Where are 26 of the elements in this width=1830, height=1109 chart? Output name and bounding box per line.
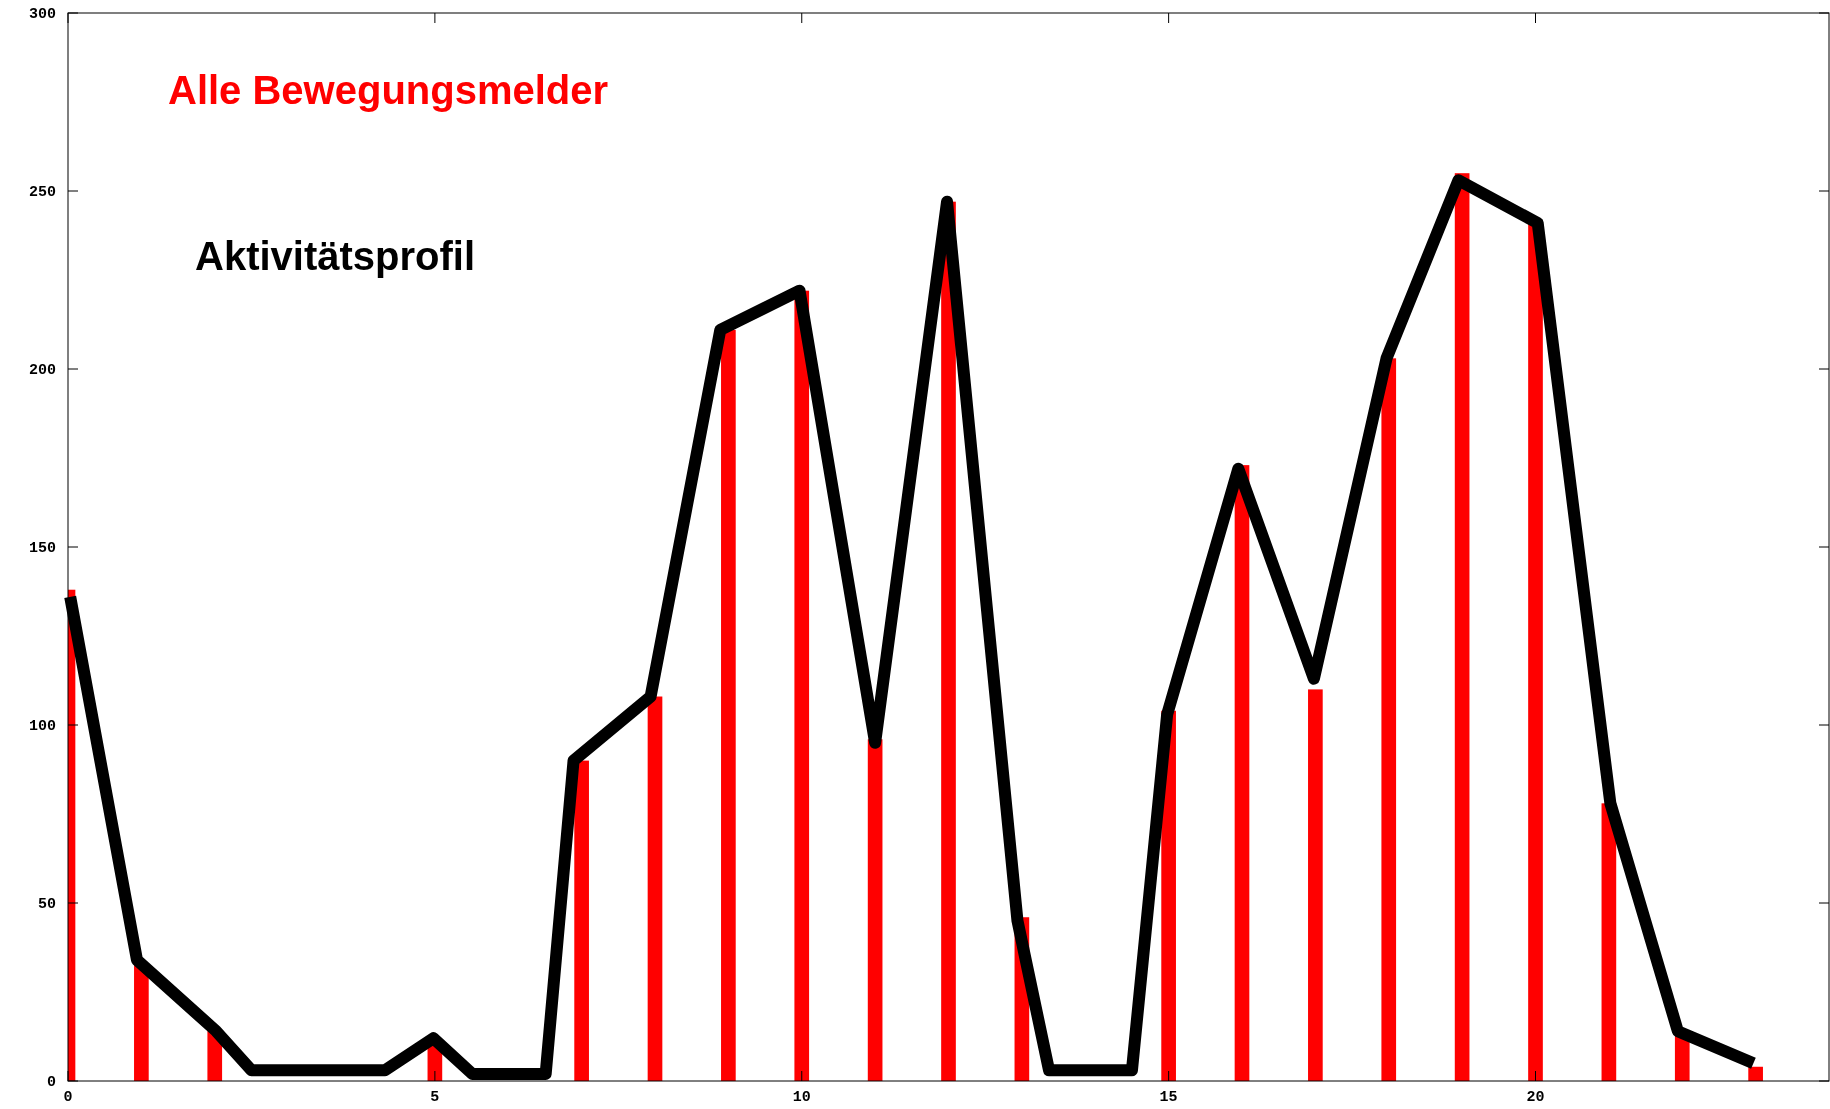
bar (867, 739, 883, 1081)
bar (1381, 358, 1397, 1081)
x-tick-label: 0 (63, 1089, 73, 1106)
y-tick-label: 150 (28, 540, 56, 558)
x-tick-label: 15 (1159, 1089, 1178, 1106)
text: Aktivitätsprofil (195, 234, 476, 278)
bar (574, 760, 589, 1081)
x-tick-label: 20 (1526, 1089, 1545, 1106)
bar (134, 963, 149, 1081)
y-tick-label: 50 (37, 896, 56, 914)
y-tick-label: 100 (28, 718, 56, 736)
bar (647, 696, 663, 1081)
bar (721, 329, 736, 1081)
bar (1528, 223, 1543, 1081)
x-tick-label: 5 (430, 1089, 440, 1106)
text: Alle Bewegungsmelder (168, 68, 609, 112)
y-tick-label: 250 (28, 184, 56, 202)
bar (794, 290, 810, 1081)
y-tick-label: 0 (46, 1074, 56, 1092)
bar (1308, 689, 1323, 1081)
x-tick-label: 10 (792, 1089, 811, 1106)
y-tick-label: 200 (28, 362, 56, 380)
bar (1748, 1066, 1763, 1081)
bar (1234, 465, 1250, 1081)
bar (1454, 173, 1470, 1081)
y-tick-label: 300 (28, 6, 56, 24)
